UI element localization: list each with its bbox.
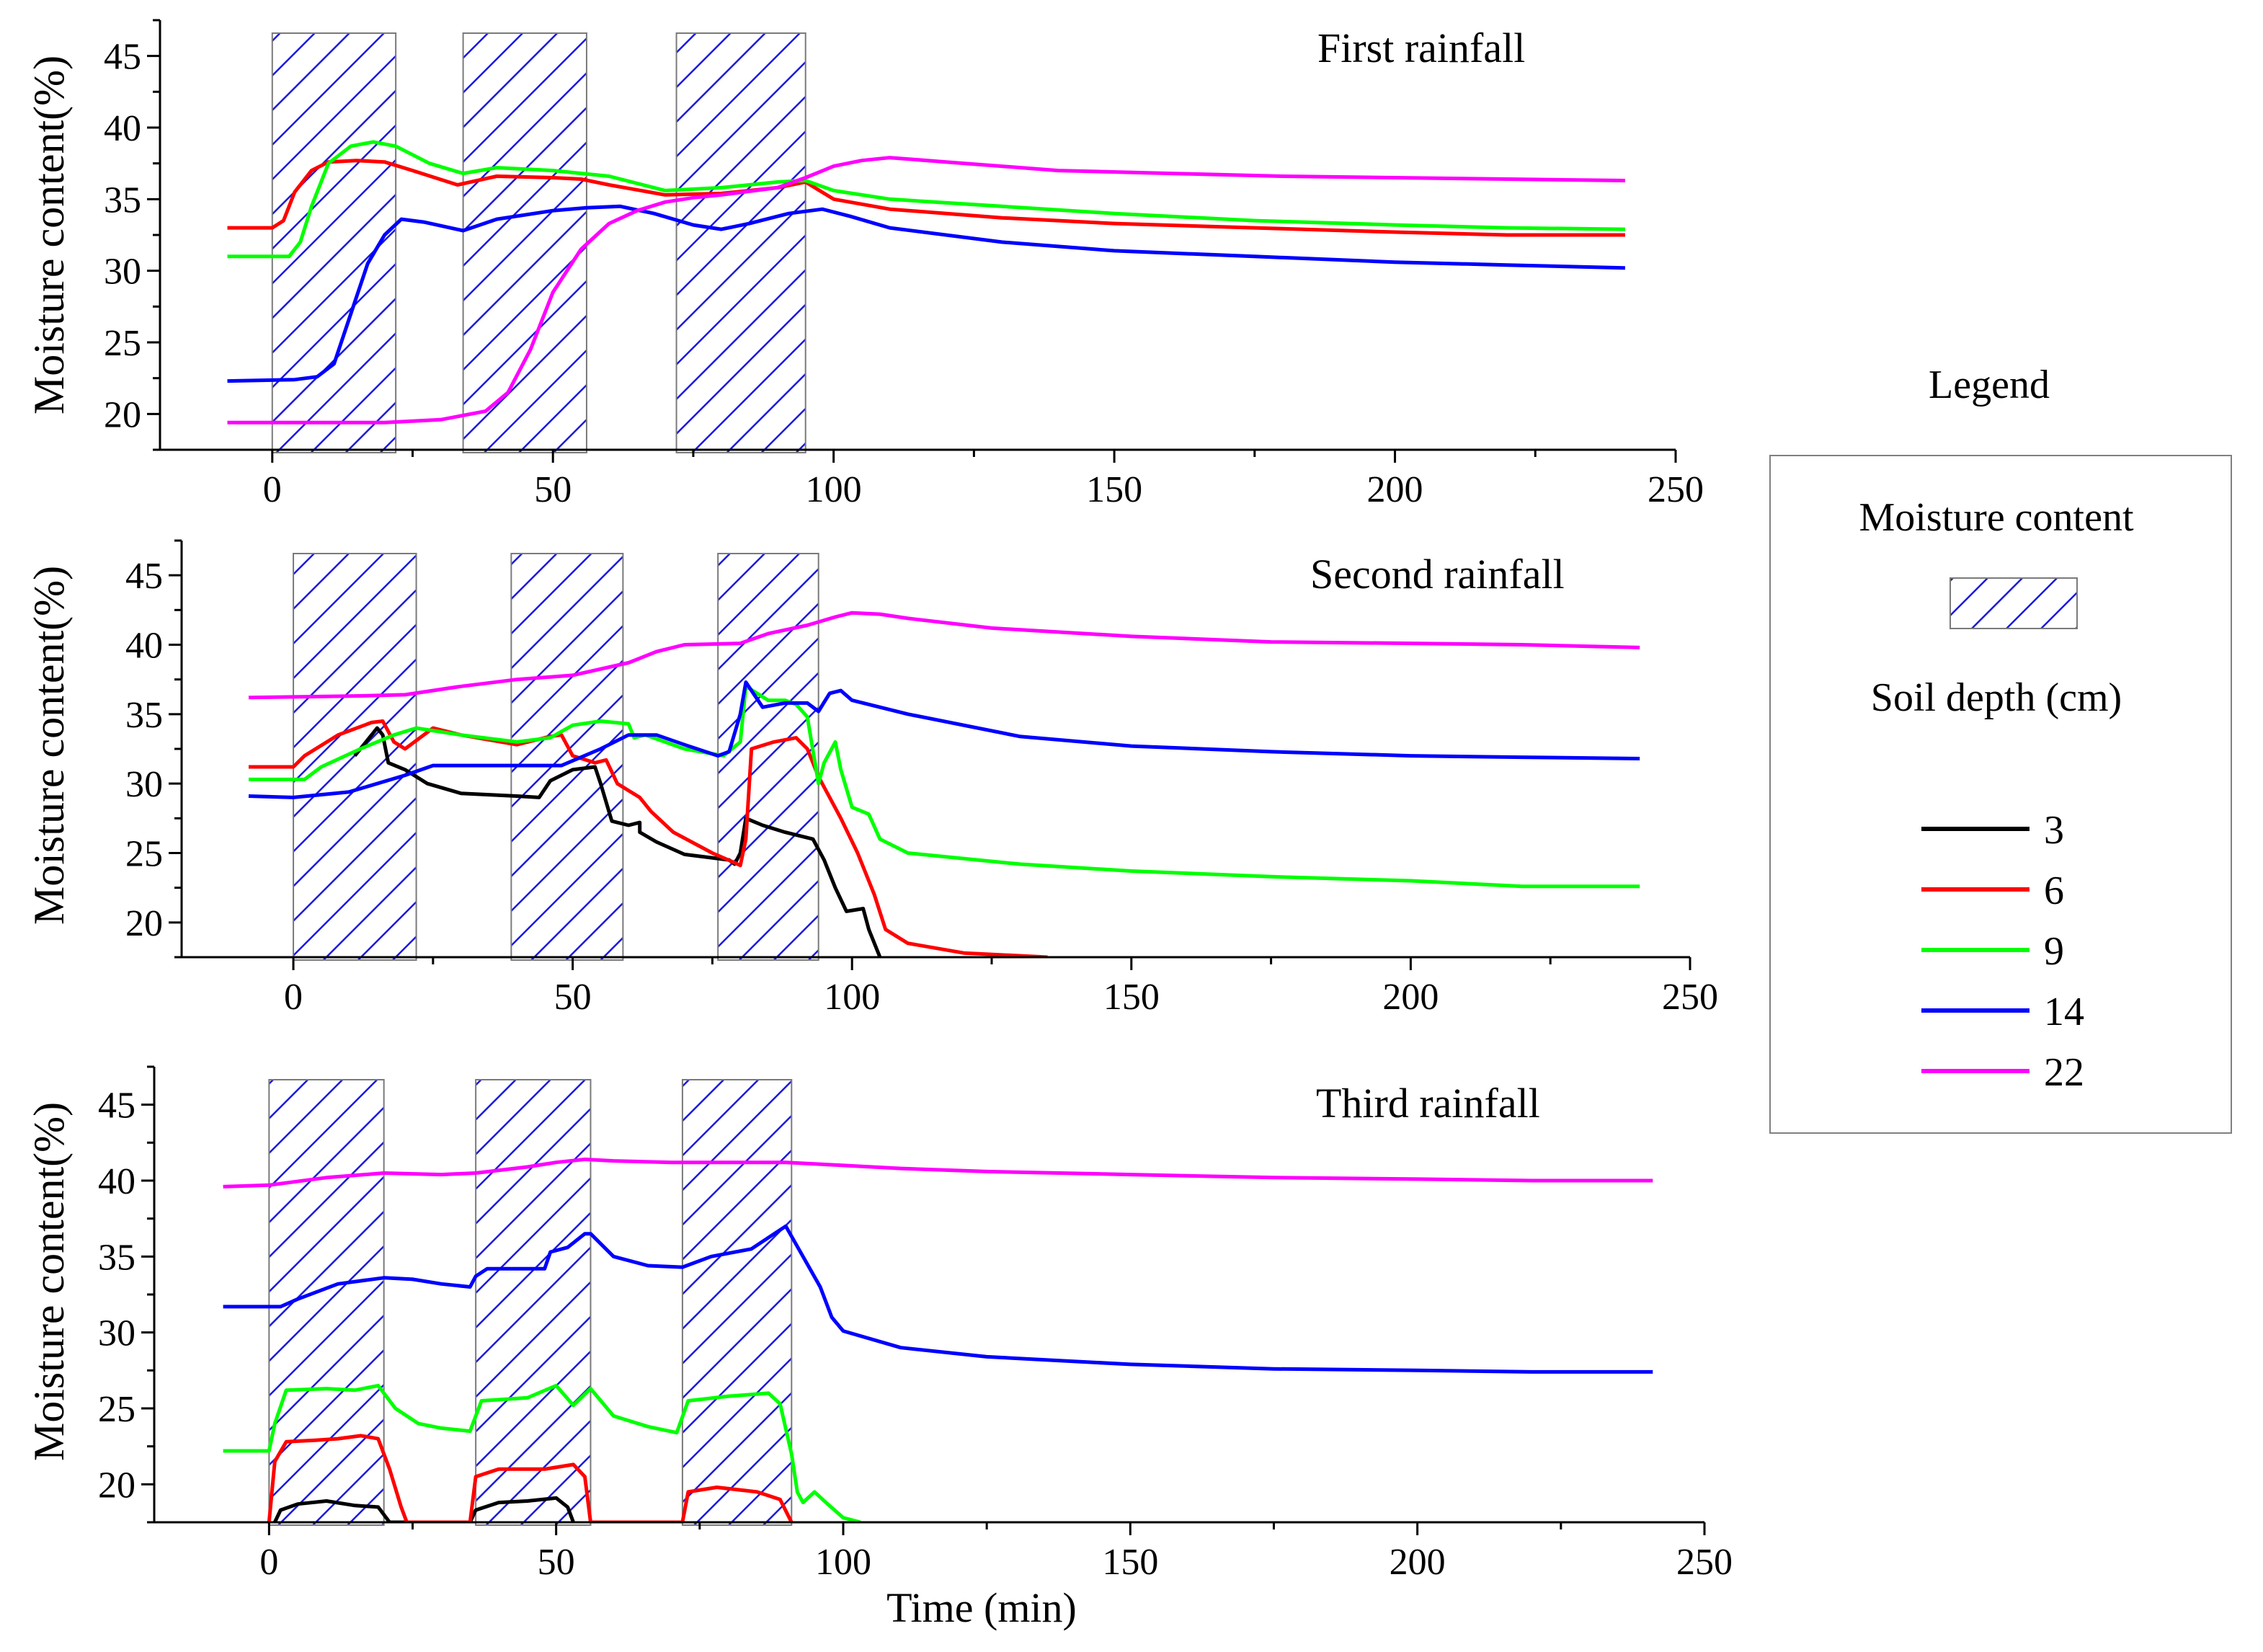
legend-label-depth-6: 6: [2044, 869, 2064, 913]
y-tick-label: 40: [125, 626, 163, 667]
panel-title: Third rainfall: [1316, 1080, 1540, 1127]
series-line-depth-14: [223, 1224, 1653, 1374]
x-tick-label: 250: [1662, 977, 1718, 1018]
series-line-depth-3: [273, 1496, 575, 1522]
series-clip: [227, 140, 1625, 425]
rainfall-period: [717, 553, 819, 961]
legend-rain-swatch: [1949, 577, 2078, 629]
y-tick-label: 40: [98, 1161, 135, 1202]
y-tick-label: 30: [125, 764, 163, 805]
x-tick-label: 0: [263, 469, 282, 510]
rainfall-periods: [271, 32, 806, 453]
x-tick-label: 0: [259, 1542, 278, 1583]
x-tick-label: 50: [534, 469, 572, 510]
rainfall-periods: [293, 553, 819, 961]
rainfall-periods: [268, 1079, 793, 1526]
rainfall-period: [271, 32, 397, 453]
x-tick-label: 50: [538, 1542, 575, 1583]
x-tick-label: 100: [815, 1542, 871, 1583]
legend: Legend Moisture content Soil depth (cm) …: [1769, 363, 2232, 1134]
chart-panel-second-rainfall: 0 50 100 150 200 250 20 25 30 35 40 45 Second rainf…: [25, 539, 1718, 1018]
y-axis-label: Moisture content(%): [25, 1102, 73, 1461]
x-tick-label: 250: [1648, 469, 1704, 510]
rainfall-period: [675, 32, 806, 453]
series-lines: [223, 1158, 1653, 1522]
rainfall-period: [510, 553, 624, 961]
y-tick-label: 45: [104, 37, 141, 78]
chart-panel-first-rainfall: 0 50 100 150 200 250 20 25 30 35 40 45 First rainfa…: [25, 19, 1704, 510]
legend-title: Legend: [1929, 363, 2050, 407]
axes: 0 50 100 150 200 250 20 25 30 35 40 45: [104, 19, 1704, 510]
series-line-depth-9: [223, 1383, 861, 1522]
panel-title: Second rainfall: [1310, 551, 1565, 598]
x-tick-label: 100: [824, 977, 880, 1018]
series-lines: [248, 610, 1640, 957]
y-axis-label: Moisture content(%): [25, 566, 73, 925]
legend-label-depth-22: 22: [2044, 1050, 2084, 1095]
x-tick-label: 150: [1103, 977, 1160, 1018]
y-tick-label: 30: [104, 252, 141, 293]
axes: 0 50 100 150 200 250 20 25 30 35 40 45: [98, 1065, 1733, 1583]
legend-rain-label: Moisture content: [1859, 495, 2133, 540]
y-tick-label: 25: [98, 1389, 135, 1430]
x-tick-label: 150: [1102, 1542, 1158, 1583]
series-lines: [227, 140, 1625, 425]
y-tick-label: 25: [104, 323, 141, 364]
series-line-depth-3: [353, 726, 882, 957]
series-clip: [248, 610, 1640, 957]
x-tick-label: 200: [1367, 469, 1423, 510]
y-tick-label: 35: [104, 179, 141, 221]
series-line-depth-9: [227, 140, 1625, 259]
rainfall-period: [475, 1079, 592, 1526]
series-line-depth-22: [223, 1158, 1653, 1189]
x-tick-label: 50: [554, 977, 592, 1018]
series-line-depth-9: [249, 684, 1640, 889]
chart-panel-third-rainfall: 0 50 100 150 200 250 20 25 30 35 40 45 Third rainfa…: [25, 1065, 1733, 1631]
legend-label-depth-9: 9: [2044, 929, 2064, 974]
y-tick-label: 20: [98, 1465, 135, 1506]
rainfall-period: [681, 1079, 793, 1526]
series-line-depth-22: [248, 610, 1640, 700]
legend-box: [1769, 455, 2232, 1134]
y-tick-label: 35: [125, 695, 163, 736]
y-tick-label: 45: [125, 556, 163, 597]
legend-label-depth-14: 14: [2044, 990, 2084, 1034]
y-tick-label: 25: [125, 834, 163, 875]
x-tick-label: 100: [806, 469, 862, 510]
y-tick-label: 45: [98, 1085, 135, 1127]
x-tick-label: 200: [1382, 977, 1439, 1018]
y-tick-label: 20: [104, 394, 141, 435]
y-tick-label: 40: [104, 108, 141, 149]
legend-label-depth-3: 3: [2044, 808, 2064, 853]
x-tick-label: 250: [1676, 1542, 1733, 1583]
rainfall-period: [293, 553, 417, 961]
axes: 0 50 100 150 200 250 20 25 30 35 40 45: [125, 539, 1718, 1018]
x-tick-label: 200: [1390, 1542, 1446, 1583]
x-tick-label: 0: [284, 977, 303, 1018]
legend-depth-label: Soil depth (cm): [1871, 675, 2122, 720]
y-axis-label: Moisture content(%): [25, 55, 73, 414]
series-line-depth-14: [248, 680, 1640, 799]
series-clip: [223, 1158, 1653, 1522]
y-tick-label: 35: [98, 1237, 135, 1278]
x-tick-label: 150: [1086, 469, 1142, 510]
series-line-depth-6: [267, 1434, 793, 1522]
legend-entries: 3 6 9 14 22: [1921, 808, 2084, 1095]
rainfall-period: [462, 32, 587, 453]
x-axis-label: Time (min): [886, 1584, 1077, 1631]
panel-title: First rainfall: [1317, 25, 1525, 71]
y-tick-label: 30: [98, 1313, 135, 1354]
series-line-depth-6: [249, 719, 1048, 957]
series-line-depth-6: [227, 159, 1625, 237]
y-tick-label: 20: [125, 903, 163, 944]
series-line-depth-22: [227, 156, 1625, 425]
